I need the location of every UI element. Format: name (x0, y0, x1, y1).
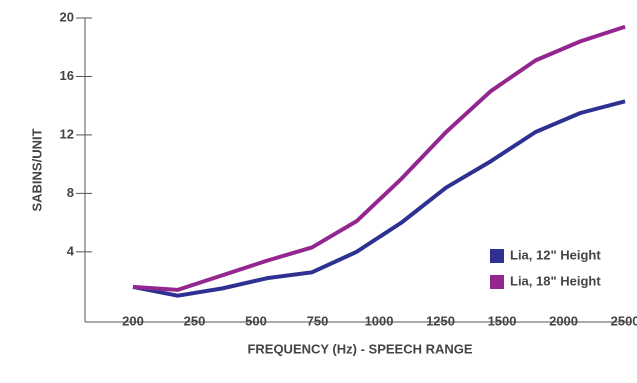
series-line (132, 24, 626, 292)
legend-label: Lia, 12" Height (510, 247, 601, 262)
y-tick-label: 8 (67, 185, 74, 200)
x-tick-label: 1000 (365, 313, 394, 328)
legend-swatch (490, 275, 504, 289)
y-tick-label: 16 (60, 68, 74, 83)
legend-swatch (490, 249, 504, 263)
y-tick-label: 12 (60, 126, 74, 141)
y-axis-label: SABINS/UNIT (29, 128, 44, 211)
x-tick-label: 1250 (426, 313, 455, 328)
series-line (132, 99, 626, 298)
legend-label: Lia, 18" Height (510, 273, 601, 288)
x-axis-label: FREQUENCY (Hz) - SPEECH RANGE (247, 341, 472, 356)
x-tick-label: 200 (122, 313, 144, 328)
x-tick-label: 1500 (488, 313, 517, 328)
x-tick-label: 500 (245, 313, 267, 328)
x-tick-label: 250 (184, 313, 206, 328)
x-tick-label: 2000 (549, 313, 578, 328)
y-tick-label: 20 (60, 9, 74, 24)
y-tick-label: 4 (67, 243, 75, 258)
x-tick-label: 750 (307, 313, 329, 328)
x-tick-label: 2500 (611, 313, 637, 328)
